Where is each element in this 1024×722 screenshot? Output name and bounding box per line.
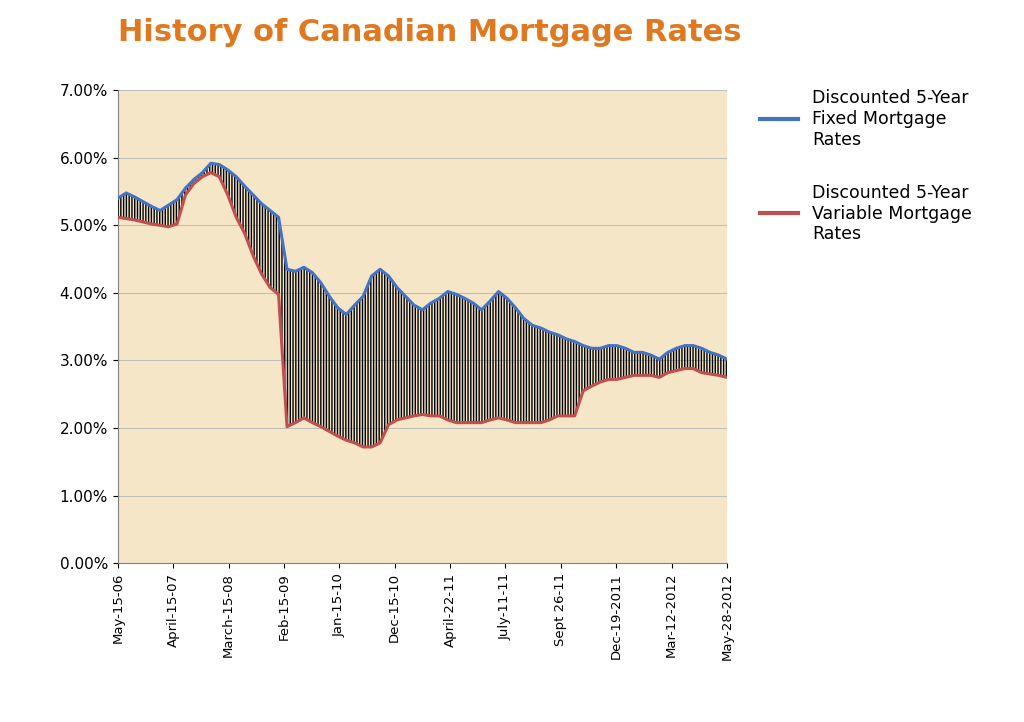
Text: History of Canadian Mortgage Rates: History of Canadian Mortgage Rates bbox=[119, 18, 741, 47]
Legend: Discounted 5-Year
Fixed Mortgage
Rates, Discounted 5-Year
Variable Mortgage
Rate: Discounted 5-Year Fixed Mortgage Rates, … bbox=[760, 90, 972, 243]
